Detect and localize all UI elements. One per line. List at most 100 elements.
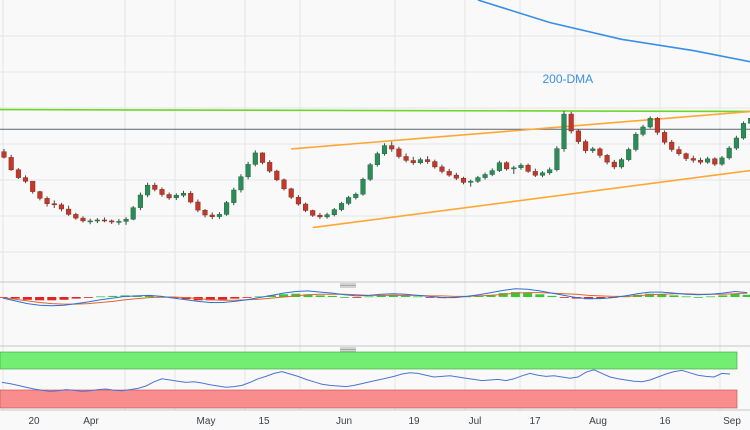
candle-84 bbox=[604, 153, 610, 165]
x-tick-label-4: Jun bbox=[336, 416, 352, 427]
candle-body bbox=[590, 148, 596, 151]
candle-body bbox=[66, 208, 72, 215]
x-tick-label-1: Apr bbox=[83, 416, 99, 427]
candle-74 bbox=[532, 168, 538, 178]
candle-57 bbox=[410, 156, 416, 165]
candle-body bbox=[109, 220, 115, 223]
candle-body bbox=[51, 203, 57, 206]
macd-hist-bar-35 bbox=[425, 297, 435, 298]
candle-78 bbox=[561, 110, 567, 152]
candle-body bbox=[453, 174, 459, 179]
rsi-panel bbox=[0, 351, 738, 409]
candle-body bbox=[676, 149, 682, 154]
candle-body bbox=[396, 148, 402, 157]
candle-21 bbox=[152, 182, 158, 192]
candle-body bbox=[561, 113, 567, 149]
candle-body bbox=[489, 170, 495, 175]
price-candles bbox=[1, 110, 750, 225]
macd-hist-bar-4 bbox=[47, 297, 57, 301]
candle-body bbox=[353, 193, 359, 198]
candle-26 bbox=[188, 191, 194, 204]
candle-0 bbox=[1, 148, 7, 159]
candle-35 bbox=[252, 150, 258, 167]
candle-43 bbox=[310, 209, 316, 217]
macd-hist-bar-25 bbox=[303, 294, 313, 298]
candle-body bbox=[152, 184, 158, 190]
candle-body bbox=[568, 113, 574, 132]
candle-body bbox=[231, 189, 237, 203]
candle-54 bbox=[389, 141, 395, 152]
candle-30 bbox=[216, 212, 222, 219]
candle-body bbox=[94, 219, 100, 222]
macd-hist-bar-31 bbox=[376, 295, 386, 297]
candle-body bbox=[417, 159, 423, 163]
macd-hist-bar-20 bbox=[242, 297, 252, 298]
macd-hist-bar-22 bbox=[266, 295, 276, 297]
macd-hist-bar-42 bbox=[510, 292, 520, 298]
candle-body bbox=[626, 149, 632, 160]
candle-body bbox=[439, 166, 445, 172]
candle-body bbox=[252, 152, 258, 165]
candle-body bbox=[173, 195, 179, 199]
candle-body bbox=[360, 179, 366, 195]
candle-68 bbox=[489, 168, 495, 177]
candle-13 bbox=[94, 218, 100, 224]
macd-hist-bar-41 bbox=[498, 293, 508, 297]
rsi-oversold-zone bbox=[0, 389, 738, 409]
candle-body bbox=[324, 214, 330, 218]
candle-body bbox=[525, 164, 531, 172]
candle-body bbox=[58, 204, 64, 210]
candle-2 bbox=[15, 168, 21, 179]
candle-body bbox=[44, 198, 50, 204]
macd-hist-bar-18 bbox=[218, 297, 228, 300]
candle-body bbox=[310, 210, 316, 216]
candle-53 bbox=[381, 143, 388, 156]
x-tick-label-0: 20 bbox=[28, 416, 40, 427]
macd-hist-bar-46 bbox=[559, 297, 569, 298]
candle-102 bbox=[733, 135, 739, 151]
candle-body bbox=[166, 194, 172, 199]
candle-56 bbox=[403, 153, 409, 163]
candle-48 bbox=[346, 195, 352, 206]
gridlines bbox=[0, 0, 750, 410]
candle-14 bbox=[101, 217, 108, 223]
candle-body bbox=[410, 160, 416, 163]
candle-19 bbox=[137, 192, 143, 211]
candle-45 bbox=[324, 212, 330, 219]
candle-61 bbox=[439, 164, 445, 174]
candle-body bbox=[726, 147, 732, 159]
candle-27 bbox=[195, 199, 201, 213]
candle-97 bbox=[697, 157, 704, 165]
candle-body bbox=[374, 153, 380, 165]
candle-16 bbox=[116, 218, 122, 225]
candle-76 bbox=[547, 167, 553, 175]
candle-18 bbox=[130, 205, 136, 221]
candle-body bbox=[446, 171, 452, 176]
macd-hist-bar-28 bbox=[340, 297, 350, 298]
candle-10 bbox=[73, 212, 79, 220]
macd-hist-bar-33 bbox=[401, 295, 411, 297]
macd-hist-bar-45 bbox=[547, 295, 557, 297]
candle-63 bbox=[453, 172, 459, 181]
candle-body bbox=[216, 214, 222, 217]
macd-hist-bar-6 bbox=[71, 297, 81, 299]
candle-103 bbox=[740, 121, 747, 140]
candle-body bbox=[604, 155, 610, 163]
macd-hist-bar-5 bbox=[59, 297, 69, 300]
candle-body bbox=[733, 137, 739, 149]
candle-body bbox=[317, 214, 323, 218]
candle-body bbox=[87, 220, 93, 223]
x-tick-label-8: Aug bbox=[589, 416, 607, 427]
candle-body bbox=[496, 162, 502, 171]
candle-body bbox=[740, 123, 747, 139]
candle-body bbox=[180, 193, 187, 196]
macd-hist-bar-39 bbox=[474, 295, 484, 297]
candle-62 bbox=[446, 168, 452, 177]
candle-body bbox=[403, 156, 409, 161]
candle-body bbox=[654, 118, 660, 133]
candle-body bbox=[539, 172, 546, 176]
candle-body bbox=[195, 201, 201, 211]
candle-25 bbox=[180, 190, 187, 198]
candle-82 bbox=[590, 146, 596, 153]
candle-body bbox=[460, 177, 467, 183]
